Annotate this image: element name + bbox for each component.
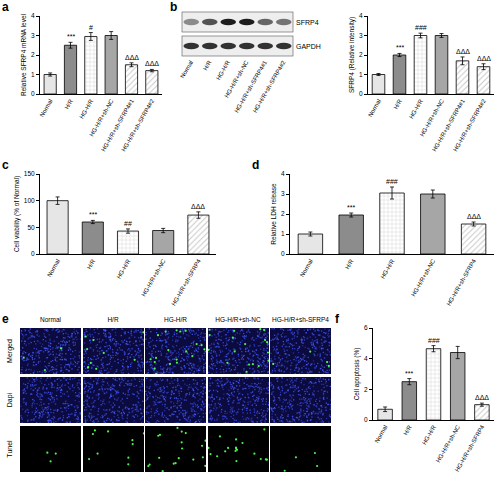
svg-text:HG-H/R+sh-SFRP4#1: HG-H/R+sh-SFRP4#1 (100, 98, 135, 153)
svg-text:2: 2 (31, 51, 35, 58)
svg-text:##: ## (124, 220, 132, 227)
svg-text:3: 3 (281, 190, 285, 197)
svg-text:0: 0 (31, 90, 35, 97)
svg-text:HG-H/R+sh-SFRP4: HG-H/R+sh-SFRP4 (454, 424, 486, 473)
svg-text:HG-H/R: HG-H/R (421, 424, 437, 446)
svg-text:ΔΔΔ: ΔΔΔ (467, 213, 481, 220)
svg-text:Normal: Normal (46, 258, 61, 278)
svg-text:4: 4 (364, 355, 368, 362)
svg-text:HG-H/R: HG-H/R (116, 258, 132, 280)
svg-text:100: 100 (24, 197, 35, 204)
html-text:c: c (2, 158, 9, 172)
svg-text:Normal: Normal (367, 98, 382, 118)
svg-text:Normal: Normal (299, 258, 314, 278)
svg-text:HG-H/R: HG-H/R (215, 59, 231, 81)
svg-text:***: *** (396, 44, 404, 51)
svg-text:SFRP4: SFRP4 (296, 19, 319, 26)
svg-text:4: 4 (31, 12, 35, 19)
svg-text:Relative SFRP4 mRNA level: Relative SFRP4 mRNA level (20, 13, 27, 96)
svg-text:2: 2 (364, 386, 368, 393)
svg-text:ΔΔΔ: ΔΔΔ (145, 60, 159, 67)
svg-text:3: 3 (359, 32, 363, 39)
html-text:f: f (335, 312, 339, 326)
svg-text:4: 4 (359, 12, 363, 19)
svg-text:Relative LDH release: Relative LDH release (270, 183, 277, 245)
svg-text:H/R: H/R (86, 258, 97, 271)
html-text:Dapi: Dapi (6, 392, 13, 408)
svg-text:ΔΔΔ: ΔΔΔ (475, 394, 489, 401)
svg-text:***: *** (89, 211, 97, 218)
svg-text:0: 0 (359, 90, 363, 97)
svg-text:HG-H/R+sh-SFRP4: HG-H/R+sh-SFRP4 (170, 258, 202, 307)
svg-text:50: 50 (27, 224, 35, 231)
svg-text:HG-H/R: HG-H/R (78, 98, 94, 120)
html-text:Tunel: Tunel (6, 440, 13, 458)
svg-text:1: 1 (359, 71, 363, 78)
svg-text:HG-H/R+sh-NC: HG-H/R+sh-NC (435, 424, 461, 464)
svg-text:GAPDH: GAPDH (296, 43, 321, 50)
html-text:Normal: Normal (40, 316, 61, 323)
svg-text:ΔΔΔ: ΔΔΔ (477, 55, 491, 62)
svg-text:SFRP4 (Relative intensity): SFRP4 (Relative intensity) (348, 17, 356, 93)
svg-text:0: 0 (364, 416, 368, 423)
svg-text:HG-H/R+sh-NC: HG-H/R+sh-NC (89, 98, 115, 138)
svg-text:HG-H/R+sh-NC: HG-H/R+sh-NC (223, 59, 250, 99)
svg-text:HG-H/R+sh-SFRP4#2: HG-H/R+sh-SFRP4#2 (121, 98, 156, 153)
svg-text:H/R: H/R (202, 59, 213, 72)
svg-text:H/R: H/R (344, 258, 355, 271)
svg-text:###: ### (386, 178, 398, 185)
html-text:HG-H/R+sh-NC: HG-H/R+sh-NC (215, 316, 261, 323)
svg-text:Cell viability (% of Normal): Cell viability (% of Normal) (13, 176, 21, 252)
html-text:b: b (170, 0, 178, 14)
svg-text:HG-H/R: HG-H/R (380, 258, 396, 280)
svg-text:0: 0 (281, 250, 285, 257)
svg-text:HG-H/R+sh-SFRP4#1: HG-H/R+sh-SFRP4#1 (233, 59, 268, 114)
html-text:HG-H/R: HG-H/R (163, 316, 187, 323)
svg-text:***: *** (405, 370, 413, 377)
svg-text:2: 2 (359, 51, 363, 58)
html-text:Merged: Merged (6, 339, 13, 363)
svg-text:Normal: Normal (179, 60, 194, 80)
svg-text:HG-H/R+sh-SFRP4#1: HG-H/R+sh-SFRP4#1 (431, 98, 466, 153)
svg-text:***: *** (67, 33, 75, 40)
svg-text:HG-H/R+sh-NC: HG-H/R+sh-NC (410, 258, 436, 298)
svg-text:HG-H/R+sh-SFRP4#2: HG-H/R+sh-SFRP4#2 (452, 98, 487, 153)
svg-text:Normal: Normal (39, 98, 54, 118)
svg-text:HG-H/R+sh-SFRP4: HG-H/R+sh-SFRP4 (446, 258, 478, 307)
html-text:H/R: H/R (107, 316, 119, 323)
svg-text:Normal: Normal (374, 424, 389, 444)
svg-text:0: 0 (31, 250, 35, 257)
svg-text:H/R: H/R (64, 98, 75, 111)
svg-text:1: 1 (31, 71, 35, 78)
svg-text:6: 6 (364, 324, 368, 331)
html-text:a: a (2, 0, 9, 14)
html-text:d: d (252, 158, 260, 172)
svg-text:HG-H/R+sh-SFRP4#2: HG-H/R+sh-SFRP4#2 (252, 59, 287, 114)
html-text:e: e (2, 312, 9, 326)
svg-text:Cell apoptosis (%): Cell apoptosis (%) (353, 348, 361, 401)
svg-text:###: ### (415, 24, 427, 31)
svg-text:ΔΔΔ: ΔΔΔ (456, 48, 470, 55)
svg-text:#: # (89, 24, 93, 31)
html-text:HG-H/R+sh-SFRP4: HG-H/R+sh-SFRP4 (272, 316, 329, 323)
svg-text:ΔΔΔ: ΔΔΔ (125, 54, 139, 61)
svg-text:H/R: H/R (393, 98, 404, 111)
svg-text:1: 1 (281, 230, 285, 237)
svg-text:HG-H/R: HG-H/R (408, 98, 424, 120)
svg-text:ΔΔΔ: ΔΔΔ (191, 203, 205, 210)
svg-text:HG-H/R+sh-NC: HG-H/R+sh-NC (141, 258, 167, 298)
svg-text:HG-H/R+sh-NC: HG-H/R+sh-NC (419, 98, 445, 138)
svg-text:2: 2 (281, 210, 285, 217)
svg-text:***: *** (347, 204, 355, 211)
svg-text:150: 150 (24, 170, 35, 177)
svg-text:4: 4 (281, 170, 285, 177)
svg-text:3: 3 (31, 32, 35, 39)
svg-text:###: ### (428, 337, 440, 344)
svg-text:H/R: H/R (402, 424, 413, 437)
